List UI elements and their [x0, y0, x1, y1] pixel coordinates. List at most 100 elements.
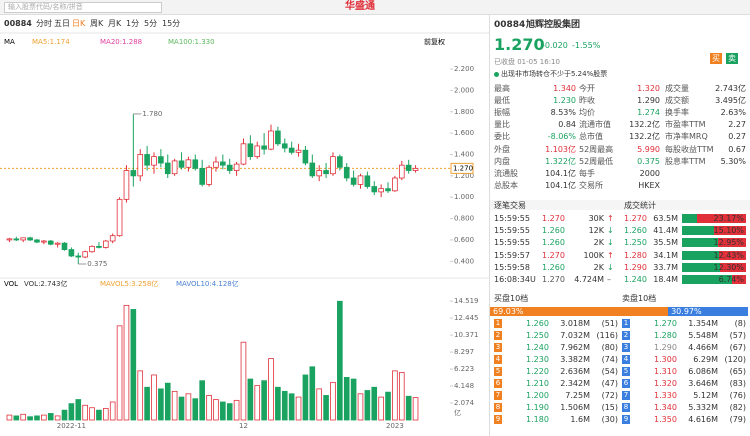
period-tab[interactable]: 日K	[72, 19, 86, 28]
stat-price: 1.260	[624, 226, 647, 236]
period-tab[interactable]: 周K	[90, 19, 104, 28]
field-label: 股息率TTM	[665, 156, 706, 166]
sell-button[interactable]: 卖	[726, 53, 738, 64]
volume-bar	[158, 388, 164, 421]
legend-entry: VOL:2.743亿	[24, 279, 67, 288]
book-count: (72)	[601, 391, 618, 400]
period-tab[interactable]: 15分	[162, 19, 181, 28]
period-tab[interactable]: 分时	[36, 19, 52, 28]
candle-body	[82, 251, 88, 258]
volume-bar	[226, 403, 233, 421]
field-value: 2.63%	[720, 108, 746, 118]
search-box[interactable]: 输入股票代码/名称/拼音	[4, 2, 162, 13]
level-badge: 7	[494, 391, 502, 400]
candle-body	[337, 156, 343, 168]
y-tick-label: 10.371	[454, 331, 479, 339]
candle-body	[151, 156, 157, 166]
field-value: 1.290	[637, 96, 660, 106]
candle-body	[371, 186, 378, 193]
y-tick-label: 0.600	[454, 236, 474, 244]
volume-bar	[337, 300, 343, 421]
period-tab[interactable]: 五日	[54, 19, 70, 28]
candle-body	[392, 177, 398, 192]
field-value: 132.2亿	[629, 120, 660, 130]
candle-body	[330, 156, 336, 175]
candle-body	[323, 170, 329, 175]
book-price: 1.270	[654, 319, 677, 328]
buy-ratio-bar	[490, 307, 669, 316]
divider	[489, 15, 490, 436]
field-label: 今开	[579, 84, 595, 93]
level-badge: 3	[622, 343, 630, 352]
book-volume: 7.962M	[560, 343, 590, 352]
candle-body	[171, 160, 178, 175]
trade-volume: 2K	[593, 238, 604, 248]
period-tab[interactable]: 月K	[108, 19, 122, 28]
field-label: 外盘	[494, 144, 510, 154]
quote-name: 旭辉控股集团	[526, 20, 581, 30]
y-tick-label: 1.600	[454, 129, 474, 137]
toolbar	[0, 0, 750, 15]
level-badge: 7	[622, 391, 630, 400]
level-badge: 1	[494, 319, 502, 328]
level-badge: 5	[622, 367, 630, 376]
volume-bar	[109, 401, 116, 421]
volume-bar	[213, 399, 219, 421]
candle-body	[233, 163, 240, 171]
legend-entry: MA5:1.174	[32, 38, 70, 46]
volume-bar	[75, 399, 82, 421]
volume-bar	[357, 393, 364, 421]
book-count: (74)	[601, 355, 618, 364]
book-count: (65)	[729, 367, 746, 376]
level-badge: 2	[494, 331, 502, 340]
trade-time: 15:59:58	[494, 262, 530, 272]
adjust-mode: 前复权	[424, 37, 445, 46]
candle-body	[378, 188, 384, 193]
field-value: 2000	[639, 168, 660, 178]
volume-bar	[82, 404, 88, 421]
level-badge: 9	[622, 415, 630, 424]
book-volume: 5.12M	[693, 391, 718, 400]
stat-pct: 12.30%	[713, 262, 744, 272]
field-value: 2.27	[728, 120, 746, 130]
book-price: 1.250	[526, 331, 549, 340]
candle-body	[206, 166, 212, 185]
y-tick-label: 2.200	[454, 65, 474, 73]
trade-price: 1.260	[542, 238, 565, 248]
notice: 出现非市场转仓不少于5.24%股票	[501, 70, 608, 78]
x-tick-label: 2022-11	[57, 422, 86, 430]
candle-body	[343, 166, 350, 179]
candle-body	[192, 159, 199, 169]
field-value: 3.495亿	[715, 96, 746, 106]
stat-volume: 35.5M	[653, 238, 678, 248]
field-value: 104.1亿	[545, 180, 576, 190]
stat-volume: 33.7M	[653, 262, 678, 272]
volume-bar	[343, 377, 350, 421]
field-value: 132.2亿	[629, 132, 660, 142]
book-price: 1.230	[526, 355, 549, 364]
stats-title: 成交统计	[624, 201, 656, 210]
candle-body	[405, 164, 412, 171]
volume-bar	[68, 403, 75, 421]
candle-body	[357, 175, 364, 185]
candle-body	[116, 198, 123, 237]
book-volume: 5.548M	[688, 331, 718, 340]
stat-price: 1.280	[624, 250, 647, 260]
stat-price: 1.270	[624, 214, 647, 223]
period-tab[interactable]: 1分	[126, 19, 140, 28]
book-price: 1.220	[526, 367, 549, 376]
volume-bar	[275, 386, 281, 421]
period-tab[interactable]: 5分	[144, 19, 158, 28]
trade-volume: 2K	[593, 262, 604, 272]
candle-body	[20, 237, 27, 241]
buy-button[interactable]: 买	[710, 53, 722, 64]
logo: 华盛通	[345, 1, 375, 12]
chart-area: MA MA5:1.174 MA20:1.288 MA100:1.330 前复权 0.400…	[0, 32, 489, 430]
book-count: (82)	[729, 403, 746, 412]
candle-body	[61, 242, 68, 250]
trade-arrow: ↑	[607, 214, 614, 223]
book-price: 1.200	[526, 391, 549, 400]
legend-entry: MAVOL5:3.258亿	[100, 279, 158, 288]
field-label: 每手	[579, 168, 595, 178]
